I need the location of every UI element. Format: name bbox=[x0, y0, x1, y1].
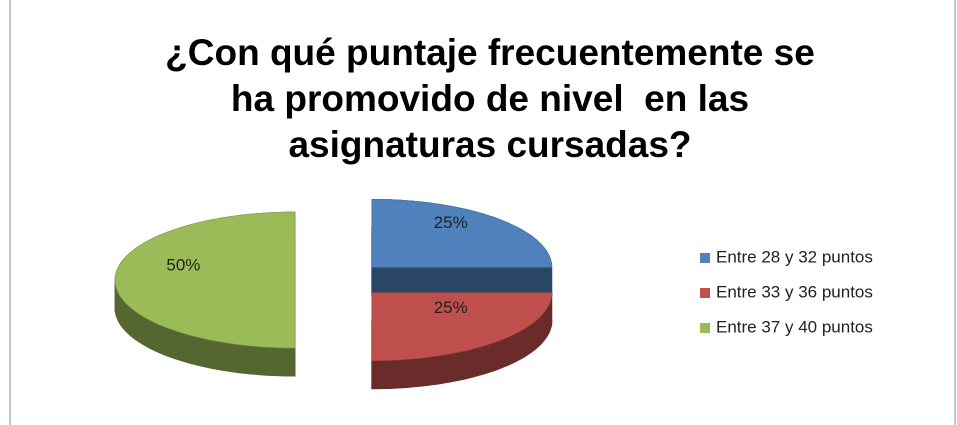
slice-side bbox=[448, 352, 454, 383]
slice-side bbox=[174, 330, 182, 362]
slice-side bbox=[257, 346, 268, 376]
slice-side bbox=[461, 350, 467, 380]
slice-side bbox=[488, 342, 493, 373]
slice-side bbox=[527, 324, 531, 356]
slice-side bbox=[514, 332, 518, 363]
slice-side bbox=[465, 349, 471, 380]
slice-side bbox=[522, 327, 526, 359]
slice-side bbox=[508, 335, 513, 366]
slice-side bbox=[380, 360, 387, 389]
slice-side bbox=[524, 326, 529, 357]
chart-title: ha promovido de nivel en las bbox=[231, 78, 749, 119]
slice-side bbox=[390, 359, 396, 389]
pie-slice bbox=[371, 292, 553, 390]
slice-side bbox=[213, 340, 223, 371]
slice-side bbox=[138, 313, 145, 346]
slice-side bbox=[123, 300, 128, 334]
slice-side bbox=[529, 323, 533, 354]
slice-side bbox=[457, 351, 463, 381]
slice-side bbox=[134, 310, 140, 343]
slice-side bbox=[230, 343, 240, 374]
slice-side bbox=[498, 339, 503, 370]
slice-side bbox=[422, 357, 428, 387]
slice-side bbox=[418, 357, 424, 387]
slice-side bbox=[239, 344, 249, 375]
legend-label: Entre 28 y 32 puntos bbox=[716, 247, 873, 266]
slice-top bbox=[371, 199, 553, 268]
slice-side bbox=[444, 353, 450, 384]
slice-side bbox=[371, 266, 553, 296]
slice-side bbox=[440, 354, 446, 384]
pie-slice bbox=[114, 211, 296, 377]
legend-swatch bbox=[700, 323, 710, 333]
slice-side bbox=[266, 346, 277, 376]
legend-label: Entre 33 y 36 puntos bbox=[716, 282, 873, 301]
slice-side bbox=[221, 341, 231, 372]
slice-side bbox=[469, 348, 475, 379]
legend-swatch bbox=[700, 288, 710, 298]
slice-side bbox=[394, 359, 401, 389]
frame bbox=[9, 0, 956, 425]
slice-side bbox=[204, 338, 214, 369]
slice-side bbox=[118, 293, 122, 327]
slice-side bbox=[502, 337, 506, 368]
data-label: 25% bbox=[434, 298, 468, 317]
pie-slice bbox=[371, 198, 553, 296]
slice-side bbox=[188, 334, 198, 366]
slice-side bbox=[149, 319, 156, 352]
slice-side bbox=[167, 327, 175, 359]
slice-side bbox=[531, 321, 535, 353]
slice-side bbox=[154, 322, 162, 354]
slice-side bbox=[285, 347, 296, 377]
chart-title: ¿Con qué puntaje frecuentemente se bbox=[165, 32, 815, 73]
slice-side bbox=[517, 330, 521, 362]
slice-side bbox=[477, 346, 482, 377]
slice-side bbox=[371, 360, 377, 390]
slice-side bbox=[181, 332, 190, 364]
slice-side bbox=[511, 333, 515, 364]
slice-side bbox=[495, 340, 500, 371]
slice-side bbox=[404, 358, 410, 388]
slice-side bbox=[126, 303, 131, 337]
slice-side bbox=[431, 355, 437, 386]
slice-side bbox=[196, 336, 206, 368]
legend-label: Entre 37 y 40 puntos bbox=[716, 317, 873, 336]
slice-side bbox=[385, 360, 391, 389]
data-label: 50% bbox=[166, 255, 200, 274]
slice-side bbox=[248, 345, 258, 375]
slice-side bbox=[473, 347, 478, 378]
slice-side bbox=[491, 341, 497, 372]
slice-side bbox=[120, 296, 125, 330]
slice-side bbox=[435, 355, 442, 385]
slice-side bbox=[413, 358, 419, 388]
slice-side bbox=[519, 329, 524, 360]
legend-swatch bbox=[700, 253, 710, 263]
chart-title: asignaturas cursadas? bbox=[288, 124, 691, 165]
slice-side bbox=[408, 358, 415, 388]
slice-side bbox=[399, 359, 405, 389]
data-label: 25% bbox=[434, 213, 468, 232]
slice-side bbox=[130, 307, 135, 340]
slice-side bbox=[484, 343, 490, 375]
slice-side bbox=[160, 325, 168, 357]
slice-top bbox=[371, 292, 553, 362]
slice-side bbox=[143, 316, 150, 349]
slice-side bbox=[427, 356, 433, 386]
slice-side bbox=[275, 347, 286, 377]
slice-side bbox=[505, 336, 510, 367]
slice-side bbox=[481, 345, 486, 376]
slice-side bbox=[453, 352, 459, 382]
slice-side bbox=[376, 360, 382, 390]
slice-top bbox=[114, 211, 296, 349]
